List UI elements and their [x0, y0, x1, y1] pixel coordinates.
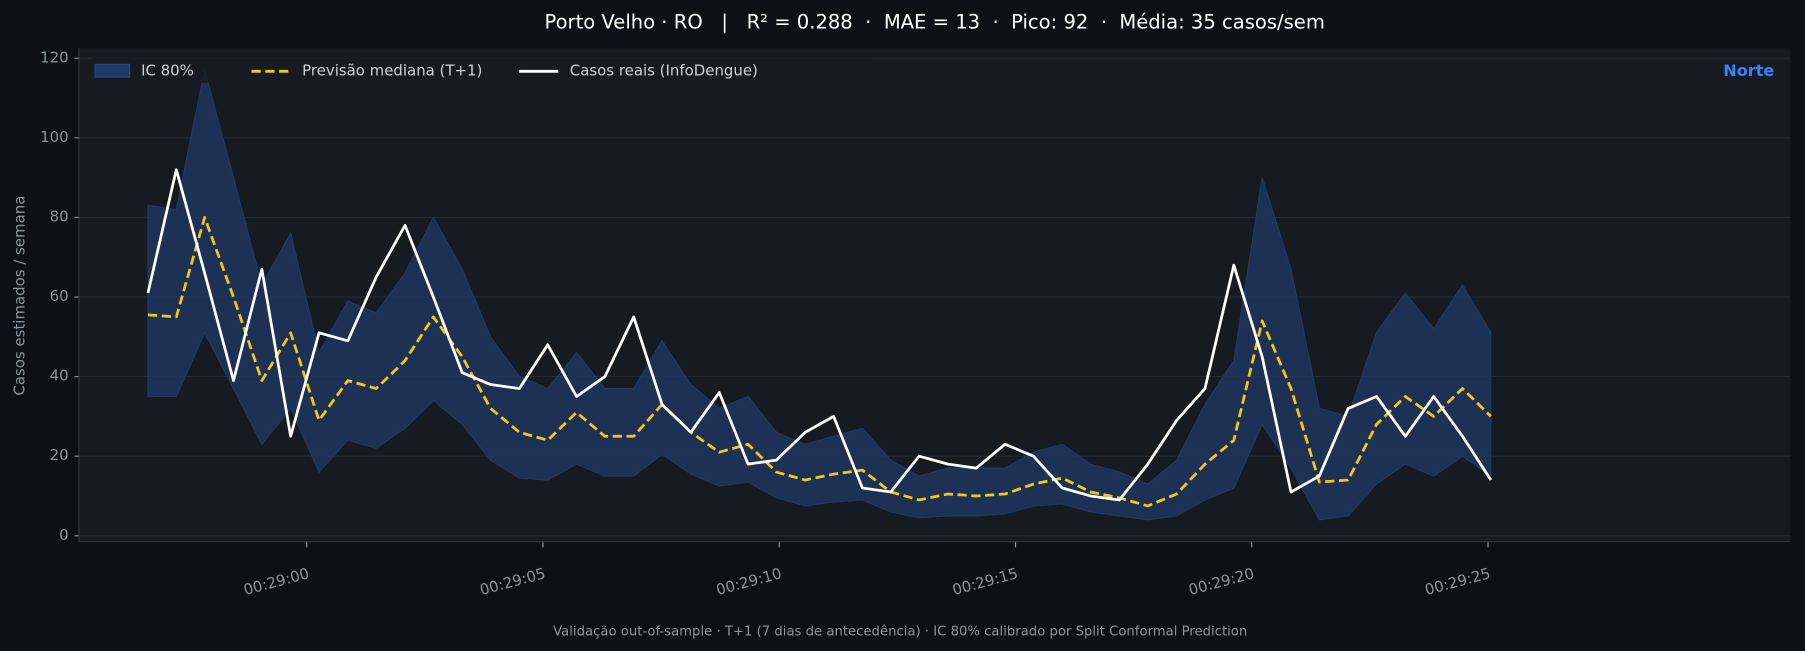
legend: IC 80% Previsão mediana (T+1) Casos reais …: [90, 57, 873, 83]
legend-label: Casos reais (InfoDengue): [570, 61, 758, 79]
legend-swatch: [94, 63, 131, 78]
y-tick-label: 40: [50, 367, 69, 385]
legend-label: IC 80%: [141, 61, 194, 79]
plot-area: [78, 48, 1791, 542]
y-tick-label: 60: [50, 287, 69, 305]
y-tick-label: 80: [50, 207, 69, 225]
y-tick-label: 100: [40, 128, 69, 146]
y-tick-label: 20: [50, 446, 69, 464]
legend-box: [90, 57, 873, 83]
subtitle: Validação out-of-sample · T+1 (7 dias de…: [553, 623, 1247, 639]
y-tick-label: 120: [40, 48, 69, 66]
series-line: [147, 216, 1492, 508]
legend-label: Previsão mediana (T+1): [302, 61, 482, 79]
series-line: [146, 168, 1493, 502]
y-tick-label: 0: [59, 526, 69, 544]
chart-title: Porto Velho · RO | R² = 0.288 · MAE = 13…: [545, 11, 1325, 34]
confidence-band: [147, 70, 1492, 521]
region-label: Norte: [1723, 61, 1774, 80]
y-axis-label: Casos estimados / semana: [10, 196, 28, 396]
